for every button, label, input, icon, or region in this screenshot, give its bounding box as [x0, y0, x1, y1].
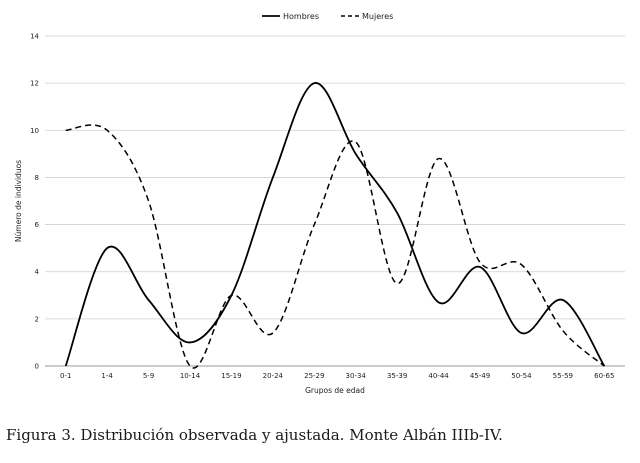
chart: 0 2 4 6 8 10 12 14 0-1 1-4 5-9 10-14 15-19 20-24 25-2… — [14, 12, 625, 395]
legend: Hombres Mujeres — [262, 12, 393, 21]
x-tick-label: 25-29 — [304, 372, 324, 380]
y-tick-label: 6 — [35, 221, 40, 229]
x-tick-label: 15-19 — [221, 372, 241, 380]
series-line-hombres — [64, 82, 606, 367]
x-axis-label: Grupos de edad — [305, 386, 365, 395]
x-tick-label: 20-24 — [263, 372, 284, 380]
grid-lines — [45, 35, 625, 367]
line-chart: 0 2 4 6 8 10 12 14 0-1 1-4 5-9 10-14 15-19 20-24 25-2… — [14, 12, 625, 395]
y-tick-label: 8 — [35, 174, 39, 182]
x-tick-label: 50-54 — [511, 372, 532, 380]
y-axis-label: Número de individuos — [14, 160, 23, 242]
x-tick-label: 40-44 — [428, 372, 449, 380]
y-tick-label: 4 — [35, 268, 40, 276]
x-tick-label: 35-39 — [387, 372, 407, 380]
y-tick-label: 0 — [35, 363, 39, 371]
x-tick-labels: 0-1 1-4 5-9 10-14 15-19 20-24 25-29 30-34 35-39 4… — [60, 372, 614, 380]
x-tick-label: 55-59 — [553, 372, 573, 380]
x-tick-label: 10-14 — [180, 372, 201, 380]
y-tick-label: 10 — [30, 127, 39, 135]
x-tick-label: 1-4 — [101, 372, 113, 380]
y-tick-labels: 0 2 4 6 8 10 12 14 — [30, 33, 39, 371]
x-tick-label: 30-34 — [346, 372, 367, 380]
x-tick-label: 60-65 — [594, 372, 614, 380]
y-tick-label: 14 — [30, 33, 39, 41]
y-tick-label: 2 — [35, 315, 39, 323]
y-tick-label: 12 — [30, 80, 39, 88]
x-tick-label: 0-1 — [60, 372, 71, 380]
legend-label-mujeres: Mujeres — [362, 12, 393, 21]
series-lines — [64, 82, 606, 369]
x-tick-label: 5-9 — [143, 372, 154, 380]
figure-caption: Figura 3. Distribución observada y ajust… — [6, 426, 503, 444]
series-line-mujeres — [65, 124, 605, 369]
legend-label-hombres: Hombres — [283, 12, 319, 21]
x-tick-label: 45-49 — [470, 372, 490, 380]
